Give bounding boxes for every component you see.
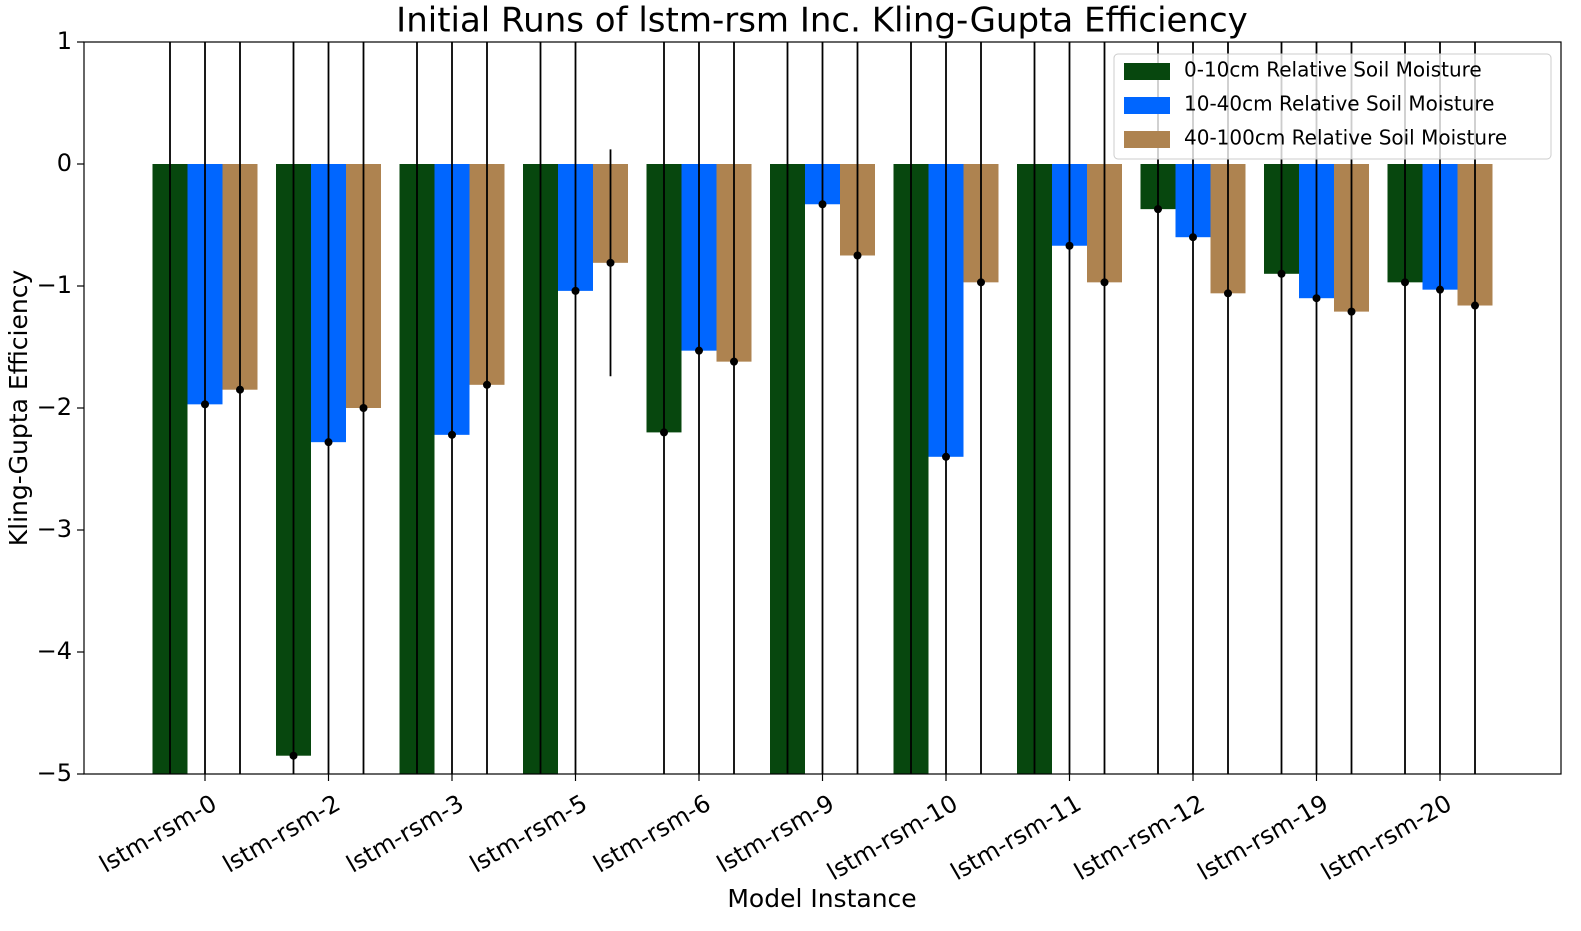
error-point — [166, 892, 174, 900]
legend-swatch — [1124, 131, 1170, 148]
error-point — [1312, 294, 1321, 303]
error-point — [1031, 892, 1039, 900]
error-point — [1065, 241, 1074, 250]
y-tick-label: −3 — [37, 515, 72, 543]
x-tick-label: lstm-rsm-2 — [218, 789, 345, 878]
error-point — [201, 400, 209, 409]
error-point — [660, 428, 668, 437]
error-point — [695, 346, 703, 355]
x-tick-label: lstm-rsm-19 — [1193, 789, 1333, 886]
plot-area — [152, 42, 1493, 900]
x-tick-label: lstm-rsm-9 — [712, 789, 839, 878]
error-point — [448, 430, 456, 439]
y-axis-label: Kling-Gupta Efficiency — [4, 270, 33, 547]
y-tick-label: 0 — [57, 149, 72, 177]
error-point — [730, 357, 738, 366]
error-point — [1401, 278, 1409, 287]
legend-swatch — [1124, 97, 1170, 114]
error-point — [1436, 285, 1444, 294]
error-point — [537, 892, 545, 900]
x-tick-label: lstm-rsm-10 — [822, 789, 962, 886]
error-point — [942, 452, 950, 461]
error-point — [1224, 289, 1232, 298]
error-point — [1100, 278, 1109, 287]
error-point — [483, 380, 491, 389]
chart-title: Initial Runs of lstm-rsm Inc. Kling-Gupt… — [396, 1, 1248, 41]
x-axis-label: Model Instance — [727, 884, 916, 913]
error-point — [1189, 233, 1197, 242]
x-tick-label: lstm-rsm-0 — [95, 789, 222, 878]
error-point — [236, 385, 244, 394]
x-tick-label: lstm-rsm-3 — [342, 789, 469, 878]
error-point — [853, 251, 862, 260]
x-tick-label: lstm-rsm-12 — [1069, 789, 1209, 886]
legend-box — [1113, 53, 1552, 160]
y-tick-label: −5 — [37, 759, 72, 787]
x-tick-label: lstm-rsm-11 — [946, 789, 1086, 886]
error-point — [1277, 269, 1286, 278]
error-point — [606, 258, 615, 267]
y-tick-label: −2 — [37, 393, 72, 421]
error-point — [289, 751, 298, 760]
y-tick-label: −4 — [37, 637, 72, 665]
error-point — [1471, 301, 1479, 310]
error-point — [571, 286, 580, 295]
legend-label: 0-10cm Relative Soil Moisture — [1184, 58, 1482, 82]
y-tick-label: −1 — [37, 271, 72, 299]
error-point — [977, 278, 985, 287]
x-tick-label: lstm-rsm-5 — [465, 789, 592, 878]
y-tick-label: 1 — [57, 27, 72, 55]
legend-label: 10-40cm Relative Soil Moisture — [1184, 92, 1494, 116]
error-point — [818, 200, 827, 209]
x-tick-label: lstm-rsm-20 — [1316, 789, 1456, 886]
error-point — [1347, 307, 1356, 316]
error-point — [413, 892, 421, 900]
error-point — [324, 438, 333, 447]
legend: 0-10cm Relative Soil Moisture 10-40cm Rel… — [1113, 53, 1552, 160]
legend-swatch — [1124, 63, 1170, 80]
error-point — [1154, 205, 1162, 214]
legend-label: 40-100cm Relative Soil Moisture — [1184, 126, 1507, 150]
error-point — [359, 404, 368, 412]
x-tick-label: lstm-rsm-6 — [589, 789, 716, 878]
